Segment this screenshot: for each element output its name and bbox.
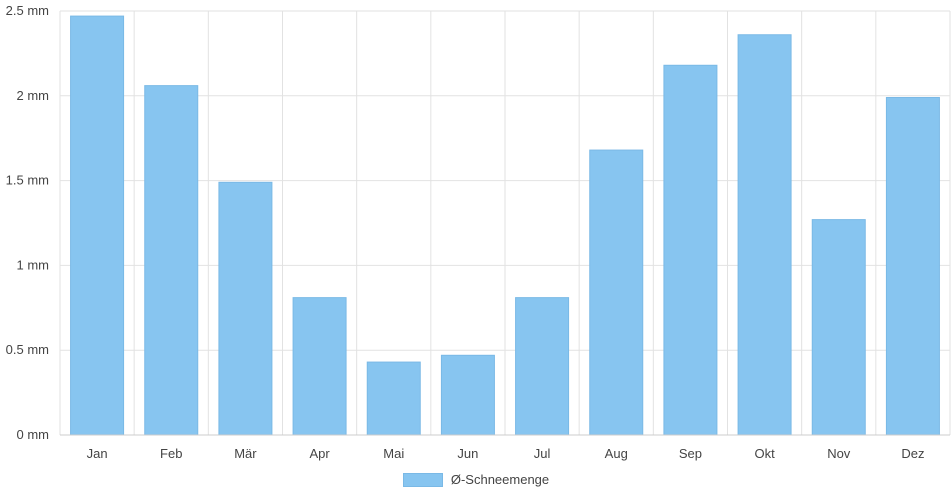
bar-jan [70,15,125,436]
legend-swatch [402,472,443,487]
y-tick-label: 2.5 mm [6,3,49,18]
x-tick-label: Sep [679,446,702,461]
bar-sep [663,64,718,436]
y-tick-label: 1 mm [17,257,50,272]
bar-chart: 0 mm 0.5 mm 1 mm 1.5 mm 2 mm 2.5 mm Jan Feb Mär A… [6,3,951,461]
x-tick-label: Apr [309,446,330,461]
x-tick-label: Jun [457,446,478,461]
x-tick-label: Feb [160,446,182,461]
bar-apr [292,297,347,436]
bar-aug [589,149,644,436]
y-tick-label: 0 mm [17,427,50,442]
x-tick-label: Okt [754,446,775,461]
bar-okt [737,34,792,436]
bar-mai [366,361,421,436]
x-tick-label: Dez [901,446,924,461]
y-tick-label: 0.5 mm [6,342,49,357]
x-tick-label: Jan [87,446,108,461]
bar-nov [811,219,866,436]
x-tick-label: Nov [827,446,851,461]
x-tick-label: Jul [534,446,551,461]
legend-label: Ø-Schneemenge [450,472,550,487]
x-tick-label: Aug [605,446,628,461]
bar-mär [218,181,273,436]
bar-jun [440,354,495,436]
bar-feb [144,85,199,436]
y-tick-label: 1.5 mm [6,173,49,188]
bar-jul [515,297,570,436]
bar-dez [885,96,940,436]
legend: Ø-Schneemenge [0,472,952,487]
x-tick-label: Mai [383,446,404,461]
y-tick-label: 2 mm [17,88,50,103]
x-tick-label: Mär [234,446,257,461]
